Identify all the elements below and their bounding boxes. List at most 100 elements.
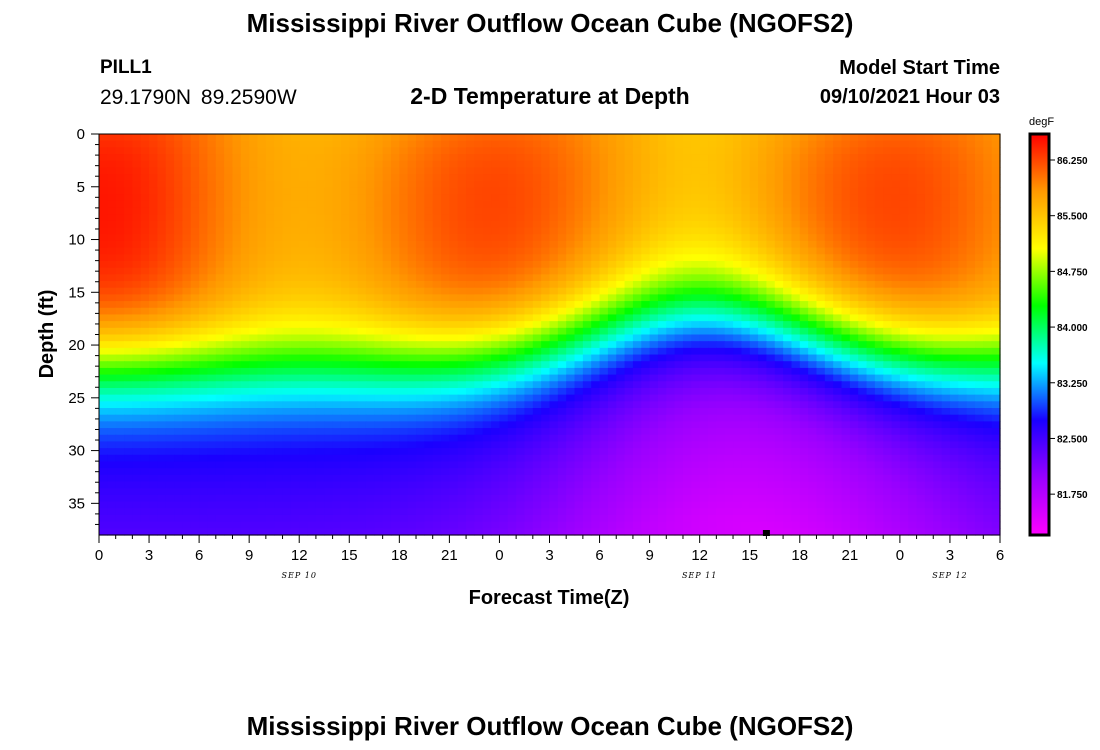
- heatmap-cell: [833, 414, 843, 422]
- heatmap-cell: [115, 247, 125, 255]
- heatmap-cell: [516, 381, 526, 389]
- heatmap-cell: [991, 307, 1001, 316]
- heatmap-cell: [808, 367, 818, 376]
- heatmap-cell: [783, 187, 793, 195]
- heatmap-cell: [949, 247, 959, 255]
- heatmap-cell: [232, 434, 242, 443]
- heatmap-cell: [232, 167, 242, 175]
- heatmap-cell: [432, 274, 442, 282]
- heatmap-cell: [758, 347, 767, 356]
- heatmap-cell: [307, 194, 317, 202]
- heatmap-cell: [215, 341, 225, 349]
- heatmap-cell: [607, 194, 617, 202]
- heatmap-cell: [708, 321, 717, 329]
- heatmap-cell: [265, 327, 275, 336]
- heatmap-cell: [858, 374, 868, 382]
- heatmap-cell: [582, 314, 592, 322]
- heatmap-cell: [958, 421, 968, 429]
- heatmap-cell: [899, 334, 909, 342]
- heatmap-cell: [466, 254, 476, 262]
- heatmap-cell: [140, 274, 150, 282]
- heatmap-cell: [115, 301, 125, 309]
- heatmap-cell: [107, 347, 117, 356]
- heatmap-cell: [582, 281, 592, 289]
- heatmap-cell: [866, 387, 876, 396]
- heatmap-cell: [599, 167, 609, 175]
- heatmap-cell: [324, 240, 334, 249]
- heatmap-cell: [407, 294, 417, 302]
- heatmap-cell: [199, 240, 209, 249]
- heatmap-cell: [949, 381, 959, 389]
- heatmap-cell: [541, 408, 551, 416]
- heatmap-cell: [215, 174, 225, 182]
- heatmap-cell: [991, 140, 1001, 148]
- heatmap-cell: [632, 240, 642, 249]
- heatmap-cell: [733, 254, 742, 262]
- heatmap-cell: [574, 140, 584, 148]
- heatmap-cell: [332, 247, 342, 255]
- heatmap-cell: [774, 281, 784, 289]
- heatmap-cell: [374, 274, 384, 282]
- heatmap-cell: [749, 367, 759, 376]
- heatmap-cell: [299, 200, 309, 209]
- heatmap-cell: [758, 260, 767, 269]
- heatmap-cell: [591, 140, 601, 148]
- heatmap-cell: [299, 301, 309, 309]
- heatmap-cell: [499, 394, 509, 402]
- heatmap-cell: [566, 274, 576, 282]
- heatmap-cell: [649, 140, 659, 148]
- heatmap-cell: [207, 140, 217, 148]
- heatmap-cell: [257, 180, 267, 189]
- heatmap-cell: [407, 254, 417, 262]
- heatmap-cell: [582, 341, 592, 349]
- heatmap-cell: [941, 180, 951, 189]
- heatmap-cell: [299, 147, 309, 155]
- heatmap-cell: [866, 301, 876, 309]
- heatmap-cell: [274, 180, 284, 189]
- heatmap-cell: [382, 347, 392, 356]
- heatmap-cell: [883, 140, 893, 148]
- heatmap-cell: [466, 394, 476, 402]
- heatmap-cell: [124, 361, 133, 369]
- heatmap-cell: [115, 194, 125, 202]
- heatmap-cell: [524, 434, 534, 443]
- heatmap-cell: [741, 421, 751, 429]
- heatmap-cell: [474, 374, 484, 382]
- heatmap-cell: [816, 361, 826, 369]
- heatmap-cell: [833, 327, 843, 336]
- heatmap-cell: [849, 207, 859, 215]
- heatmap-cell: [115, 347, 125, 356]
- heatmap-cell: [991, 254, 1001, 262]
- heatmap-cell: [491, 207, 501, 215]
- heatmap-cell: [891, 274, 901, 282]
- heatmap-cell: [641, 134, 651, 142]
- heatmap-cell: [165, 167, 175, 175]
- heatmap-cell: [974, 374, 984, 382]
- heatmap-cell: [182, 381, 192, 389]
- heatmap-cell: [866, 214, 876, 222]
- heatmap-cell: [749, 147, 759, 155]
- heatmap-cell: [349, 247, 359, 255]
- heatmap-cell: [641, 301, 651, 309]
- heatmap-cell: [524, 301, 534, 309]
- heatmap-cell: [549, 247, 559, 255]
- heatmap-cell: [299, 347, 309, 356]
- heatmap-cell: [357, 354, 367, 362]
- heatmap-cell: [816, 274, 826, 282]
- heatmap-cell: [165, 194, 175, 202]
- heatmap-cell: [641, 227, 651, 235]
- heatmap-cell: [632, 401, 642, 409]
- heatmap-cell: [157, 260, 167, 269]
- heatmap-cell: [682, 401, 692, 409]
- heatmap-cell: [666, 147, 676, 155]
- heatmap-cell: [674, 234, 684, 242]
- heatmap-cell: [516, 327, 526, 336]
- heatmap-cell: [507, 174, 517, 182]
- heatmap-cell: [549, 267, 559, 275]
- heatmap-cell: [966, 434, 976, 443]
- heatmap-cell: [582, 220, 592, 229]
- heatmap-cell: [624, 434, 634, 443]
- heatmap-cell: [758, 267, 767, 275]
- heatmap-cell: [866, 281, 876, 289]
- heatmap-cell: [866, 147, 876, 155]
